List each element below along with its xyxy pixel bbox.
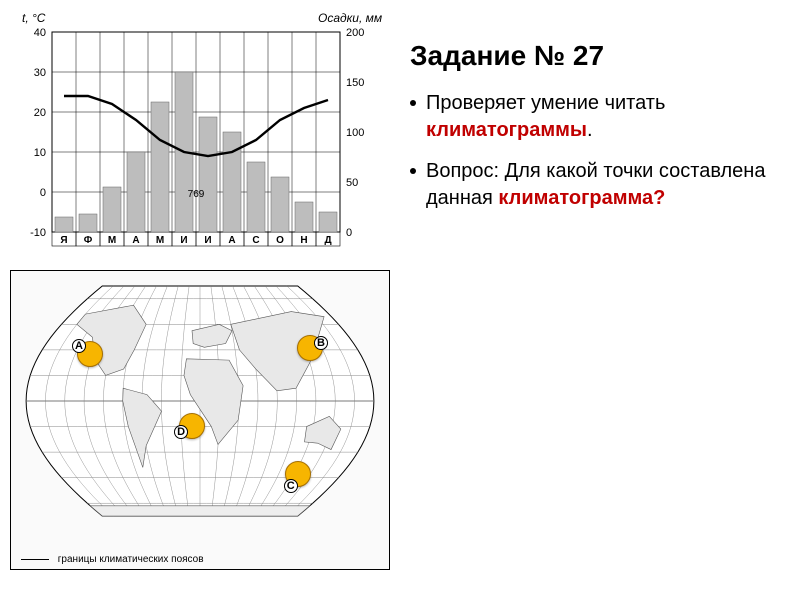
svg-text:-10: -10 xyxy=(30,227,46,239)
svg-text:30: 30 xyxy=(34,67,46,79)
svg-text:10: 10 xyxy=(34,147,46,159)
map-point-label: A xyxy=(72,339,86,353)
map-legend-text: границы климатических поясов xyxy=(58,554,204,565)
svg-text:Н: Н xyxy=(300,235,307,246)
svg-text:М: М xyxy=(108,235,116,246)
svg-text:100: 100 xyxy=(346,127,364,139)
svg-text:40: 40 xyxy=(34,27,46,39)
bullet-dot-icon xyxy=(410,168,416,174)
right-column: Задание № 27 Проверяет умение читать кли… xyxy=(410,40,790,226)
bullet-dot-icon xyxy=(410,100,416,106)
left-column: t, °C Осадки, мм -10 0 10 20 30 40 0 50 100 150 200 Я… xyxy=(0,0,400,600)
bullet-1-text: Проверяет умение читать климатограммы. xyxy=(426,90,780,144)
svg-text:А: А xyxy=(228,235,235,246)
bullet-1: Проверяет умение читать климатограммы. xyxy=(410,90,780,144)
legend-line-sample xyxy=(21,559,49,560)
world-map-svg xyxy=(11,271,389,549)
svg-text:769: 769 xyxy=(188,189,205,200)
task-title: Задание № 27 xyxy=(410,40,780,72)
svg-text:t, °C: t, °C xyxy=(22,11,46,25)
svg-text:20: 20 xyxy=(34,107,46,119)
bullet-2-text: Вопрос: Для какой точки составлена данна… xyxy=(426,158,780,212)
svg-text:50: 50 xyxy=(346,177,358,189)
world-map: границы климатических поясов A B C D xyxy=(10,270,390,570)
bullet-2-em: климатограмма? xyxy=(498,187,665,209)
svg-text:Осадки, мм: Осадки, мм xyxy=(318,11,382,25)
svg-text:0: 0 xyxy=(346,227,352,239)
map-point-label: B xyxy=(314,336,328,350)
svg-text:М: М xyxy=(156,235,164,246)
climogram-svg: t, °C Осадки, мм -10 0 10 20 30 40 0 50 100 150 200 Я… xyxy=(10,10,390,260)
map-point-label: C xyxy=(284,479,298,493)
svg-text:200: 200 xyxy=(346,27,364,39)
svg-text:И: И xyxy=(204,235,211,246)
svg-text:И: И xyxy=(180,235,187,246)
svg-text:Д: Д xyxy=(324,235,331,246)
bullet-2: Вопрос: Для какой точки составлена данна… xyxy=(410,158,780,212)
svg-text:150: 150 xyxy=(346,77,364,89)
map-point-label: D xyxy=(174,425,188,439)
bullet-1-em: климатограммы xyxy=(426,119,587,141)
climogram: t, °C Осадки, мм -10 0 10 20 30 40 0 50 100 150 200 Я… xyxy=(10,10,390,260)
svg-text:Ф: Ф xyxy=(84,235,93,246)
bullet-1-prefix: Проверяет умение читать xyxy=(426,92,665,114)
svg-text:С: С xyxy=(252,235,259,246)
svg-text:О: О xyxy=(276,235,284,246)
svg-text:Я: Я xyxy=(60,235,67,246)
svg-text:0: 0 xyxy=(40,187,46,199)
bullet-1-suffix: . xyxy=(587,119,593,141)
map-legend-row: границы климатических поясов xyxy=(21,554,204,565)
svg-text:А: А xyxy=(132,235,139,246)
